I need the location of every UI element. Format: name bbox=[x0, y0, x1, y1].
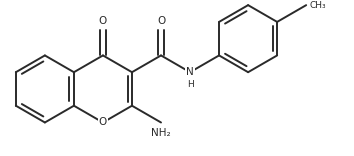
Text: O: O bbox=[157, 16, 165, 26]
Text: O: O bbox=[99, 16, 107, 26]
Text: H: H bbox=[187, 80, 193, 89]
Text: NH₂: NH₂ bbox=[151, 128, 171, 138]
Text: O: O bbox=[99, 117, 107, 127]
Text: CH₃: CH₃ bbox=[309, 1, 326, 10]
Text: N: N bbox=[186, 67, 194, 77]
